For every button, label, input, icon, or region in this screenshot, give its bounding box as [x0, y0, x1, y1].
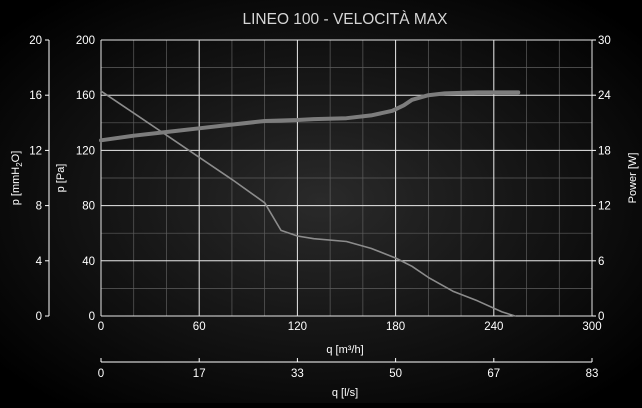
x-tick-label: 240 [484, 321, 503, 333]
x-tick-label-ls: 33 [291, 368, 304, 380]
x-tick-label: 120 [288, 321, 307, 333]
x-tick-label: 300 [582, 321, 601, 333]
y-tick-label-power: 6 [598, 256, 604, 268]
series-layer [99, 90, 521, 317]
x-tick-label-ls: 0 [98, 368, 104, 380]
y-tick-label-power: 24 [598, 90, 611, 102]
y-tick-label-mmh2o: 16 [29, 90, 42, 102]
y-tick-label-power: 0 [598, 311, 604, 323]
x-tick-label: 60 [193, 321, 206, 333]
y-tick-label-power: 18 [598, 145, 611, 157]
y-tick-label-power: 30 [598, 35, 611, 47]
y-tick-label-mmh2o: 4 [36, 256, 43, 268]
y-axis-label-pa: p [Pa] [55, 164, 67, 193]
mmh2o-label-suffix: O] [10, 151, 22, 163]
secondary-x-axis-label: q [l/s] [332, 387, 358, 399]
mmh2o-label-prefix: p [mmH [10, 167, 22, 206]
y-tick-label-mmh2o: 0 [36, 311, 42, 323]
mmh2o-label-subscript: 2 [15, 162, 24, 167]
y-tick-label-pa: 40 [82, 256, 95, 268]
x-tick-label: 180 [386, 321, 405, 333]
x-tick-label-ls: 17 [193, 368, 206, 380]
x-tick-label: 0 [98, 321, 104, 333]
axes [45, 39, 596, 363]
y-axis-label-mmh2o: p [mmH2O] [10, 151, 24, 206]
y-tick-label-mmh2o: 8 [36, 201, 42, 213]
y-tick-label-pa: 120 [76, 145, 95, 157]
x-tick-label-ls: 83 [586, 368, 599, 380]
series-line-power [99, 90, 521, 143]
x-tick-label-ls: 50 [389, 368, 402, 380]
grid [100, 39, 593, 317]
y-tick-label-pa: 0 [89, 311, 95, 323]
y-tick-label-pa: 200 [76, 35, 95, 47]
series-line-pressure [100, 90, 516, 317]
y-axis-label-power: Power [W] [627, 153, 639, 204]
y-tick-label-pa: 160 [76, 90, 95, 102]
tick-labels: 0 60 120 180 240 3000408012016020004812162006… [29, 35, 611, 380]
x-tick-label-ls: 67 [487, 368, 500, 380]
y-tick-label-mmh2o: 12 [29, 145, 42, 157]
y-tick-label-power: 12 [598, 201, 611, 213]
y-tick-label-pa: 80 [82, 201, 95, 213]
x-axis-label: q [m³/h] [326, 344, 363, 356]
chart-title: LINEO 100 - VELOCITÀ MAX [242, 11, 448, 28]
y-tick-label-mmh2o: 20 [29, 35, 42, 47]
